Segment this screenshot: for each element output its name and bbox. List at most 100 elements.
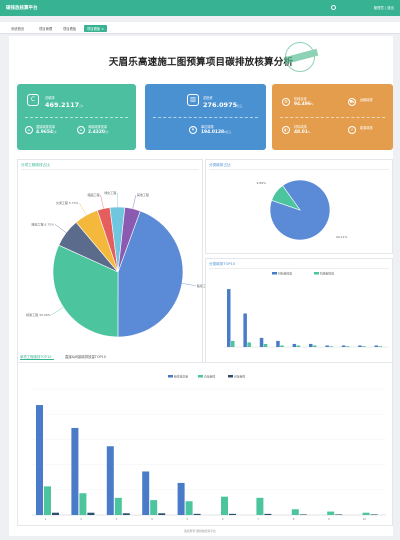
bottom-bar-1-8 (327, 511, 335, 515)
bottom-tick-6: 7 (257, 517, 259, 521)
pie-main-panel: 分项工程碳排占比 路基工程 42.35%桥梁工程 30.26%隧道工程 6.75… (17, 159, 221, 372)
bottom-tab-direct-indirect[interactable]: 直接&间接碳排放量TOP10 (65, 355, 106, 359)
top10-bar-1-4 (296, 345, 301, 347)
bottom-tick-7: 8 (293, 517, 295, 521)
tab-project-board-active[interactable]: 项目看板 × (84, 25, 107, 32)
bottom-tick-8: 9 (328, 517, 330, 521)
pie-main-label-2: 隧道工程 6.75% (32, 221, 55, 226)
top10-bar-0-0 (227, 289, 231, 347)
total-label: 总碳排 (45, 96, 55, 100)
top10-bar-0-4 (292, 343, 297, 347)
top10-bar-0-7 (341, 345, 346, 347)
pie-main-label-3: 交通工程 5.73% (56, 200, 79, 205)
notification-icon[interactable] (331, 5, 336, 10)
top10-bar-1-5 (313, 345, 317, 347)
pie-small-label-0: 9.89% (256, 181, 266, 185)
bottom-bar-2-7 (299, 514, 307, 515)
bottom-bar-2-0 (52, 512, 59, 515)
bottom-bar-0-4 (177, 482, 185, 515)
top10-legend-label-0: 材料碳排放 (278, 272, 292, 276)
pie-main-chart: 路基工程 42.35%桥梁工程 30.26%隧道工程 6.75%交通工程 5.7… (26, 190, 221, 338)
orange-label-1: 运输碳排 (360, 98, 373, 102)
top10-bar-1-8 (362, 346, 366, 347)
total-carbon-card: C 总碳排 469.2117万t ⌂ 直接碳排放量 4.9654万t ⌂ 间接碳… (17, 84, 136, 150)
pie-slice-6 (117, 207, 141, 273)
tab-home[interactable]: 系统首页 (11, 27, 25, 31)
bottom-legend-swatch-1 (198, 375, 203, 378)
top10-bar-1-1 (247, 342, 251, 347)
pie-main-leader-1 (51, 307, 64, 315)
bottom-legend-label-0: 碳排放总量 (174, 375, 188, 379)
carbon-icon: C (27, 94, 39, 106)
top10-bar-0-3 (276, 340, 280, 347)
factory-icon: ⌂ (25, 126, 33, 134)
bottom-tick-0: 1 (45, 517, 47, 521)
top10-legend-label-1: 机械碳排放 (320, 272, 334, 276)
truck-icon: ⛟ (348, 98, 356, 106)
tab-project-board[interactable]: 项目看板 (63, 27, 77, 31)
bottom-legend-swatch-2 (228, 375, 233, 378)
bottom-tick-2: 3 (116, 517, 118, 521)
energy-icon: ⚡ (348, 126, 356, 134)
pie-main-leader-6 (132, 194, 137, 209)
approval-stamp (283, 42, 319, 72)
orange-label-3: 能源碳排 (360, 126, 373, 130)
top10-panel: 分类碳排TOP10 材料碳排放 机械碳排放 (205, 258, 393, 378)
top10-bar-1-2 (263, 343, 268, 347)
bottom-tab-single[interactable]: 单项工程碳排TOP10 (20, 355, 52, 359)
bottom-tick-9: 10 (363, 517, 367, 521)
pie-main-label-6: 其他工程 (137, 192, 149, 197)
bottom-bar-2-5 (229, 513, 236, 515)
bottom-bar-2-2 (122, 513, 130, 515)
direct-value: 4.9654万t (36, 130, 57, 135)
page-title: 天眉乐高速施工图预算项目碳排放核算分析 (108, 57, 294, 68)
bottom-tick-4: 5 (186, 517, 188, 521)
bottom-bar-1-1 (79, 493, 87, 515)
per-yuan-value: 194.0128t/亿元 (201, 130, 232, 135)
bottom-bar-0-2 (106, 446, 114, 515)
user-menu[interactable]: 管理员 | 退出 (373, 6, 394, 10)
pie-slice-1 (271, 185, 301, 211)
top10-bar-0-2 (259, 337, 264, 347)
top10-bar-1-3 (280, 345, 284, 347)
tab-bar: 系统首页 项目管理 项目看板 项目看板 × (0, 22, 400, 34)
bottom-bar-0-0 (36, 405, 43, 515)
indirect-label: 间接碳排放量 (88, 125, 108, 129)
bottom-bar-2-6 (264, 513, 272, 515)
indirect-value: 2.4320万t (88, 130, 109, 135)
bottom-legend-label-1: 直接碳排 (204, 375, 215, 379)
pie-main-leader-3 (79, 203, 87, 216)
pie-small-chart: 9.89% 90.11% (256, 179, 348, 241)
top10-legend-swatch-1 (314, 272, 319, 275)
pie-main-leader-0 (181, 283, 196, 286)
bottom-bar-1-5 (221, 496, 228, 515)
pie-small-panel: 分类碳排占比 9.89% 90.11% (205, 159, 393, 254)
single-top10-chart: 碳排放总量 直接碳排 间接碳排 1 2 3 4 5 6 7 8 9 10 (32, 375, 386, 521)
bottom-tick-5: 6 (222, 517, 224, 521)
top10-bar-0-8 (358, 345, 362, 347)
top10-bar-1-7 (345, 346, 350, 347)
material-icon: ◐ (282, 126, 290, 134)
bottom-bar-0-1 (71, 427, 79, 515)
orange-label-0: 机械台班 (294, 97, 307, 101)
bottom-bar-2-3 (158, 513, 166, 515)
bottom-legend-swatch-0 (168, 375, 173, 378)
bottom-bar-1-7 (291, 509, 299, 515)
pie-main-label-1: 桥梁工程 30.26% (26, 312, 51, 317)
bottom-bar-2-4 (193, 513, 201, 515)
orange-value-0: 94.496% (294, 102, 314, 107)
total-value: 469.2117万t (45, 101, 83, 109)
direct-label: 直接碳排放量 (36, 125, 56, 129)
top10-bar-0-6 (325, 345, 329, 347)
app-title: 碳排放核算平台 (6, 6, 38, 11)
coin-icon: ¥ (189, 126, 197, 134)
footer: 版权所有 碳排放核算平台 (184, 529, 216, 533)
bottom-legend-label-2: 间接碳排 (234, 375, 245, 379)
bottom-bar-1-6 (256, 497, 264, 515)
invest-value: 276.0975亿元 (203, 101, 243, 109)
pie-main-leader-2 (54, 224, 67, 233)
top10-bar-1-9 (378, 346, 383, 347)
tab-project-manage[interactable]: 项目管理 (39, 27, 53, 31)
bottom-tick-1: 2 (80, 517, 82, 521)
dashboard-main: 天眉乐高速施工图预算项目碳排放核算分析 C 总碳排 469.2117万t ⌂ 直… (9, 36, 393, 536)
